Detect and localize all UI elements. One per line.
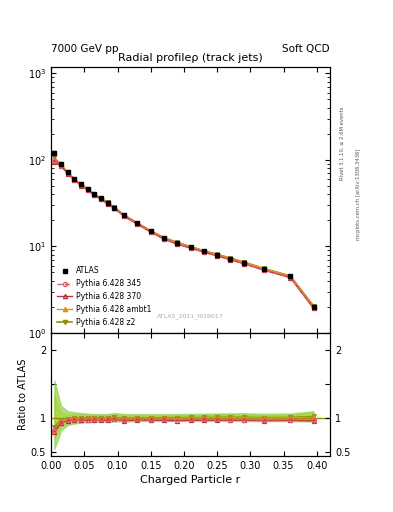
- Text: Soft QCD: Soft QCD: [283, 44, 330, 54]
- Legend: ATLAS, Pythia 6.428 345, Pythia 6.428 370, Pythia 6.428 ambt1, Pythia 6.428 z2: ATLAS, Pythia 6.428 345, Pythia 6.428 37…: [55, 264, 154, 329]
- Text: Rivet 3.1.10, ≥ 2.6M events: Rivet 3.1.10, ≥ 2.6M events: [340, 106, 345, 180]
- Text: 7000 GeV pp: 7000 GeV pp: [51, 44, 119, 54]
- Title: Radial profileρ (track jets): Radial profileρ (track jets): [118, 53, 263, 63]
- X-axis label: Charged Particle r: Charged Particle r: [140, 475, 241, 485]
- Y-axis label: Ratio to ATLAS: Ratio to ATLAS: [18, 358, 28, 430]
- Text: mcplots.cern.ch [arXiv:1306.3436]: mcplots.cern.ch [arXiv:1306.3436]: [356, 149, 361, 240]
- Text: ATLAS_2011_I919017: ATLAS_2011_I919017: [157, 314, 224, 319]
